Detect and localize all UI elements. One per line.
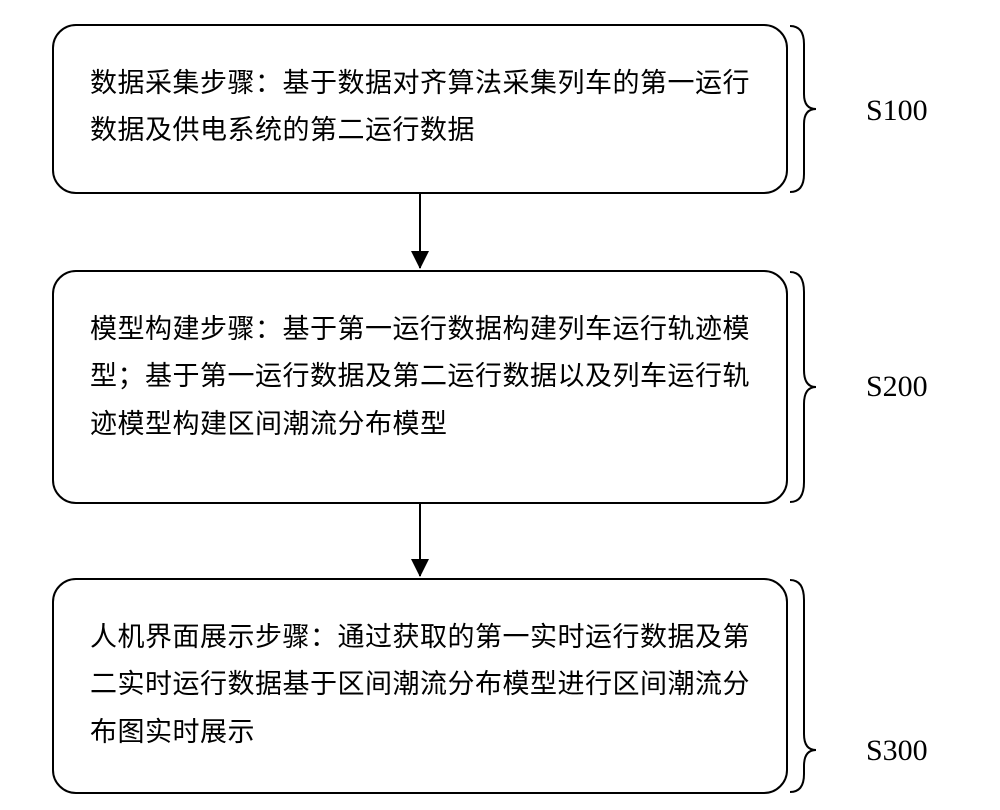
flow-arrow-s100-s200 <box>419 194 421 268</box>
flow-label-s100: S100 <box>866 94 928 128</box>
flow-node-s300-text: 人机界面展示步骤：通过获取的第一实时运行数据及第二实时运行数据基于区间潮流分布模… <box>90 614 750 756</box>
flow-arrow-s200-s300 <box>419 504 421 576</box>
brace-s100 <box>788 24 818 194</box>
flow-node-s100: 数据采集步骤：基于数据对齐算法采集列车的第一运行数据及供电系统的第二运行数据 <box>52 24 788 194</box>
flow-label-s200: S200 <box>866 370 928 404</box>
flow-node-s200: 模型构建步骤：基于第一运行数据构建列车运行轨迹模型；基于第一运行数据及第二运行数… <box>52 270 788 504</box>
brace-s200 <box>788 270 818 504</box>
flow-node-s300: 人机界面展示步骤：通过获取的第一实时运行数据及第二实时运行数据基于区间潮流分布模… <box>52 578 788 794</box>
flow-node-s200-text: 模型构建步骤：基于第一运行数据构建列车运行轨迹模型；基于第一运行数据及第二运行数… <box>90 306 750 448</box>
flow-label-s300: S300 <box>866 734 928 768</box>
flowchart-canvas: 数据采集步骤：基于数据对齐算法采集列车的第一运行数据及供电系统的第二运行数据 S… <box>0 0 1000 810</box>
flow-node-s100-text: 数据采集步骤：基于数据对齐算法采集列车的第一运行数据及供电系统的第二运行数据 <box>90 60 750 155</box>
brace-s300 <box>788 578 818 794</box>
